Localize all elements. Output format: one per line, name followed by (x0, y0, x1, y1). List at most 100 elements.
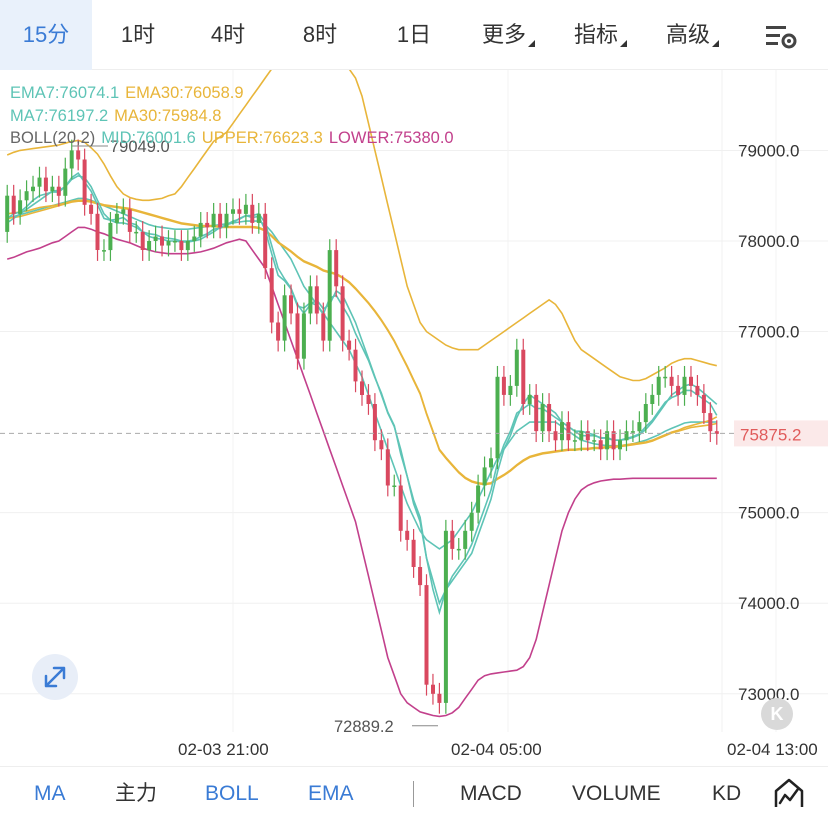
candle-body (276, 322, 281, 341)
legend-lower: LOWER:75380.0 (328, 129, 454, 147)
indicator-bar: MA 主力 BOLL EMA MACD VOLUME KD (0, 766, 828, 820)
candle-body (237, 209, 242, 214)
candle-body (624, 431, 629, 441)
candle-body (301, 313, 306, 359)
candle-body (340, 286, 345, 341)
candle-body (527, 394, 532, 404)
ema7-line (6, 171, 718, 616)
candlestick-chart[interactable]: 79000.078000.077000.075000.074000.073000… (0, 70, 828, 732)
candle-body (392, 485, 397, 487)
indicator-volume[interactable]: VOLUME (572, 782, 661, 805)
candle-body (450, 530, 455, 549)
drawing-tool-icon[interactable] (772, 777, 806, 811)
candle-body (102, 250, 106, 252)
candle-body (598, 440, 603, 450)
candle-body (289, 295, 293, 314)
tab-more[interactable]: 更多 (468, 0, 540, 70)
candle-body (63, 168, 68, 196)
candle-body (482, 467, 487, 486)
candle-body (153, 236, 158, 241)
candle-body (682, 376, 687, 395)
candle-body (250, 204, 255, 223)
candle-body (372, 404, 377, 441)
candle-body (166, 241, 171, 246)
candle-body (89, 204, 94, 214)
k-badge[interactable]: K (761, 698, 793, 730)
candle-body (114, 213, 119, 223)
candle-body (43, 177, 48, 192)
candle-body (31, 186, 35, 192)
candle-body (476, 485, 481, 513)
candle-body (327, 250, 332, 341)
price-tick-label: 74000.0 (738, 594, 799, 613)
candle-body (501, 376, 506, 395)
indicator-boll[interactable]: BOLL (205, 782, 259, 805)
candle-body (18, 200, 23, 214)
candle-body (495, 376, 500, 459)
candle-body (566, 422, 571, 441)
candle-body (489, 458, 493, 468)
candle-body (443, 530, 448, 703)
candle-body (592, 440, 597, 442)
price-tick-label: 77000.0 (738, 323, 799, 342)
current-price-bg (734, 420, 828, 447)
candle-body (366, 394, 371, 404)
tab-advanced[interactable]: 高级 (652, 0, 724, 70)
candle-body (540, 404, 545, 432)
chart-settings-icon[interactable] (764, 22, 798, 50)
tab-1h[interactable]: 1时 (120, 22, 156, 47)
candle-body (218, 213, 223, 228)
candle-body (637, 422, 642, 432)
indicator-macd[interactable]: MACD (460, 782, 522, 805)
candle-body (282, 295, 287, 341)
candle-body (385, 449, 390, 486)
tab-advanced-label: 高级 (665, 22, 710, 47)
time-axis: 02-03 21:00 02-04 05:00 02-04 13:00 (0, 732, 828, 766)
candle-body (514, 349, 519, 386)
candle-body (160, 236, 164, 246)
candle-body (198, 222, 203, 237)
candle-body (560, 422, 564, 441)
candle-body (547, 404, 552, 432)
legend-upper: UPPER:76623.3 (201, 129, 323, 147)
candle-body (108, 222, 113, 251)
candle-body (231, 209, 235, 214)
candle-body (534, 394, 539, 432)
candle-body (643, 404, 648, 423)
candle-body (5, 195, 10, 232)
candle-body (618, 440, 622, 450)
candle-body (179, 241, 184, 251)
candle-body (211, 213, 216, 228)
candle-body (224, 213, 229, 228)
tab-15m[interactable]: 15分 (0, 0, 92, 70)
candle-body (11, 195, 16, 214)
candle-body (695, 385, 700, 395)
indicator-kd[interactable]: KD (712, 782, 742, 805)
tab-indicators[interactable]: 指标 (560, 0, 632, 70)
candle-body (411, 539, 416, 567)
candle-body (630, 431, 635, 433)
time-label: 02-04 05:00 (451, 740, 542, 759)
indicator-ma[interactable]: MA (34, 782, 66, 805)
candle-body (269, 268, 274, 323)
candle-body (56, 186, 61, 196)
indicator-ema[interactable]: EMA (308, 782, 354, 805)
candle-body (24, 191, 29, 201)
tab-4h[interactable]: 4时 (210, 22, 246, 47)
candle-body (656, 376, 661, 395)
indicator-main-force[interactable]: 主力 (115, 782, 157, 805)
dropdown-caret-icon (620, 40, 627, 47)
candle-body (663, 376, 668, 379)
candle-body (121, 209, 126, 214)
candle-body (82, 159, 87, 205)
fullscreen-button[interactable] (32, 654, 78, 700)
candle-body (611, 431, 616, 450)
candle-body (418, 567, 423, 586)
tab-1d[interactable]: 1日 (396, 22, 432, 47)
candle-body (650, 394, 655, 404)
ema30-line (7, 199, 718, 485)
tab-8h[interactable]: 8时 (302, 22, 338, 47)
candle-body (689, 376, 693, 386)
candle-body (295, 313, 300, 359)
candle-body (424, 585, 429, 685)
